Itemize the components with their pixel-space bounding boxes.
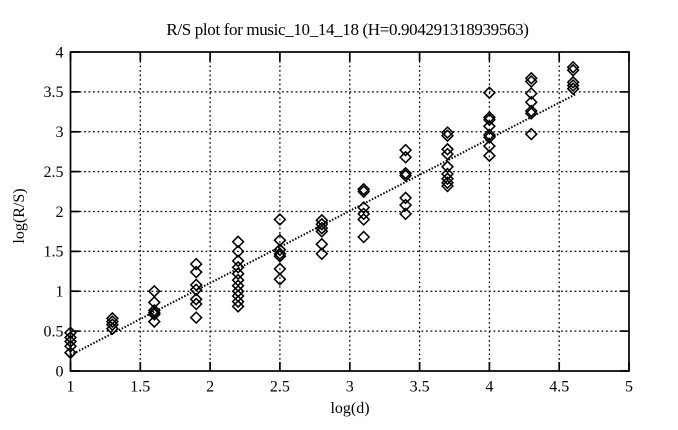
svg-text:2: 2 (206, 379, 214, 396)
svg-text:3.5: 3.5 (44, 84, 64, 101)
svg-text:2: 2 (56, 204, 64, 221)
svg-text:4: 4 (56, 44, 64, 61)
svg-text:2.5: 2.5 (270, 379, 290, 396)
svg-text:2.5: 2.5 (44, 164, 64, 181)
svg-text:5: 5 (625, 379, 633, 396)
svg-text:log(R/S): log(R/S) (11, 188, 28, 243)
svg-text:3: 3 (56, 124, 64, 141)
svg-text:1.5: 1.5 (44, 244, 64, 261)
svg-text:log(d): log(d) (330, 400, 369, 417)
svg-text:0.5: 0.5 (44, 323, 64, 340)
svg-text:4: 4 (485, 379, 493, 396)
svg-text:R/S plot for music_10_14_18 (H: R/S plot for music_10_14_18 (H=0.9042913… (166, 20, 528, 39)
svg-text:4.5: 4.5 (549, 379, 569, 396)
svg-text:1.5: 1.5 (130, 379, 150, 396)
svg-text:1: 1 (56, 284, 64, 301)
svg-text:1: 1 (67, 379, 75, 396)
svg-text:3.5: 3.5 (410, 379, 430, 396)
svg-text:0: 0 (56, 363, 64, 380)
svg-text:3: 3 (346, 379, 354, 396)
